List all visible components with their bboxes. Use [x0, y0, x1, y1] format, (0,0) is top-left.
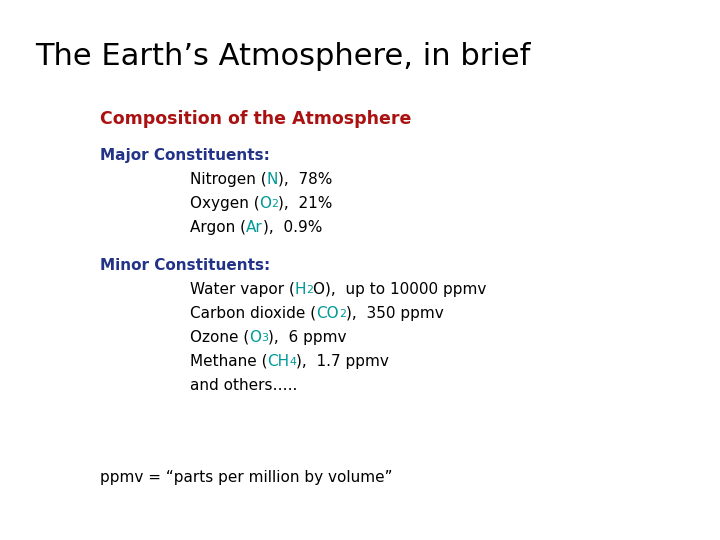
- Text: Ozone (: Ozone (: [190, 330, 249, 345]
- Text: 2: 2: [271, 199, 279, 209]
- Text: ppmv = “parts per million by volume”: ppmv = “parts per million by volume”: [100, 470, 392, 485]
- Text: ),  350 ppmv: ), 350 ppmv: [346, 306, 444, 321]
- Text: ),  1.7 ppmv: ), 1.7 ppmv: [297, 354, 390, 369]
- Text: Methane (: Methane (: [190, 354, 268, 369]
- Text: Water vapor (: Water vapor (: [190, 282, 295, 297]
- Text: Major Constituents:: Major Constituents:: [100, 148, 270, 163]
- Text: O),  up to 10000 ppmv: O), up to 10000 ppmv: [313, 282, 487, 297]
- Text: 4: 4: [289, 357, 297, 367]
- Text: ),  6 ppmv: ), 6 ppmv: [269, 330, 347, 345]
- Text: N: N: [266, 172, 278, 187]
- Text: 3: 3: [261, 333, 269, 343]
- Text: 2: 2: [307, 285, 313, 295]
- Text: 2: 2: [338, 309, 346, 319]
- Text: CO: CO: [316, 306, 338, 321]
- Text: Composition of the Atmosphere: Composition of the Atmosphere: [100, 110, 411, 128]
- Text: and others…..: and others…..: [190, 378, 297, 393]
- Text: ),  21%: ), 21%: [279, 196, 333, 211]
- Text: Carbon dioxide (: Carbon dioxide (: [190, 306, 316, 321]
- Text: Oxygen (: Oxygen (: [190, 196, 260, 211]
- Text: H: H: [295, 282, 307, 297]
- Text: The Earth’s Atmosphere, in brief: The Earth’s Atmosphere, in brief: [35, 42, 531, 71]
- Text: Minor Constituents:: Minor Constituents:: [100, 258, 270, 273]
- Text: ),  0.9%: ), 0.9%: [263, 220, 322, 235]
- Text: ),  78%: ), 78%: [278, 172, 333, 187]
- Text: Nitrogen (: Nitrogen (: [190, 172, 266, 187]
- Text: O: O: [260, 196, 271, 211]
- Text: CH: CH: [268, 354, 289, 369]
- Text: Argon (: Argon (: [190, 220, 246, 235]
- Text: Ar: Ar: [246, 220, 263, 235]
- Text: O: O: [249, 330, 261, 345]
